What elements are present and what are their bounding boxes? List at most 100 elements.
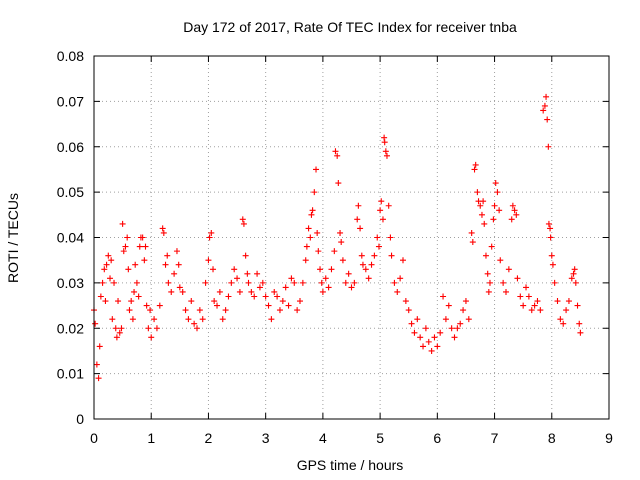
data-point [454,325,461,332]
data-point [219,316,226,323]
x-tick-label: 0 [90,430,98,446]
data-point [571,266,578,273]
data-point [574,302,581,309]
data-point [417,334,424,341]
data-point [239,216,246,223]
data-point [322,275,329,282]
data-point [379,216,386,223]
y-tick-label: 0 [76,411,84,427]
data-point [160,229,167,236]
data-point [428,347,435,354]
data-point [139,234,146,241]
y-axis-label: ROTI / TECUs [5,193,21,283]
data-point [405,307,412,314]
data-point [196,307,203,314]
data-point [359,261,366,268]
data-point [244,270,251,277]
data-point [381,134,388,141]
data-point [101,266,108,273]
data-point [276,307,283,314]
data-point [557,316,564,323]
data-point [577,329,584,336]
data-point [462,298,469,305]
grid [94,56,609,419]
data-point [211,298,218,305]
data-point [118,325,125,332]
data-point [478,211,485,218]
data-point [547,234,554,241]
data-point [468,229,475,236]
data-point [485,288,492,295]
data-point [362,266,369,273]
data-point [279,298,286,305]
data-point [388,252,395,259]
data-point [378,198,385,205]
data-point [254,270,261,277]
data-point [420,343,427,350]
data-point [120,248,127,255]
data-point [240,220,247,227]
data-point [271,288,278,295]
data-point [164,252,171,259]
data-point [328,266,335,273]
data-point [119,220,126,227]
data-point [194,325,200,332]
data-point [225,293,232,300]
x-tick-label: 8 [548,430,556,446]
x-tick-label: 7 [491,430,499,446]
data-point [465,316,472,323]
data-point [545,143,552,150]
data-point [509,202,516,209]
data-point [414,316,421,323]
data-point [151,316,158,323]
data-point [503,288,509,295]
data-point [143,302,150,309]
data-point [107,275,114,282]
data-point [317,266,324,273]
data-point [528,307,535,314]
data-point [474,189,481,196]
data-point [400,257,406,264]
data-point [374,234,381,241]
data-point [394,288,401,295]
data-point [365,275,372,282]
data-point [96,343,103,350]
data-point [214,302,221,309]
data-point [525,293,532,300]
data-point [448,325,455,332]
data-point [145,325,152,332]
data-point [540,107,547,114]
data-point [182,307,189,314]
data-point [305,225,312,232]
data-point [108,257,115,264]
data-point [576,320,583,327]
data-point [133,279,140,286]
data-point [545,220,552,227]
data-point [206,234,213,241]
data-point [314,229,321,236]
data-point [431,334,438,341]
data-point [165,279,172,286]
data-point [299,279,306,286]
data-point [173,248,180,255]
data-point [99,279,106,286]
data-point [115,298,122,305]
data-point [199,316,206,323]
data-point [387,234,394,241]
data-point [248,288,255,295]
data-point [337,229,344,236]
y-tick-label: 0.03 [57,275,84,291]
data-point [451,334,458,341]
data-point [231,266,238,273]
data-point [492,180,499,187]
data-point [325,284,332,291]
y-tick-label: 0.02 [57,320,84,336]
data-point [147,307,154,314]
x-tick-label: 1 [147,430,155,446]
data-point [334,152,341,159]
data-point [113,334,120,341]
data-point [397,275,404,282]
data-point [148,334,155,341]
data-point [348,284,355,291]
data-point [471,166,478,173]
